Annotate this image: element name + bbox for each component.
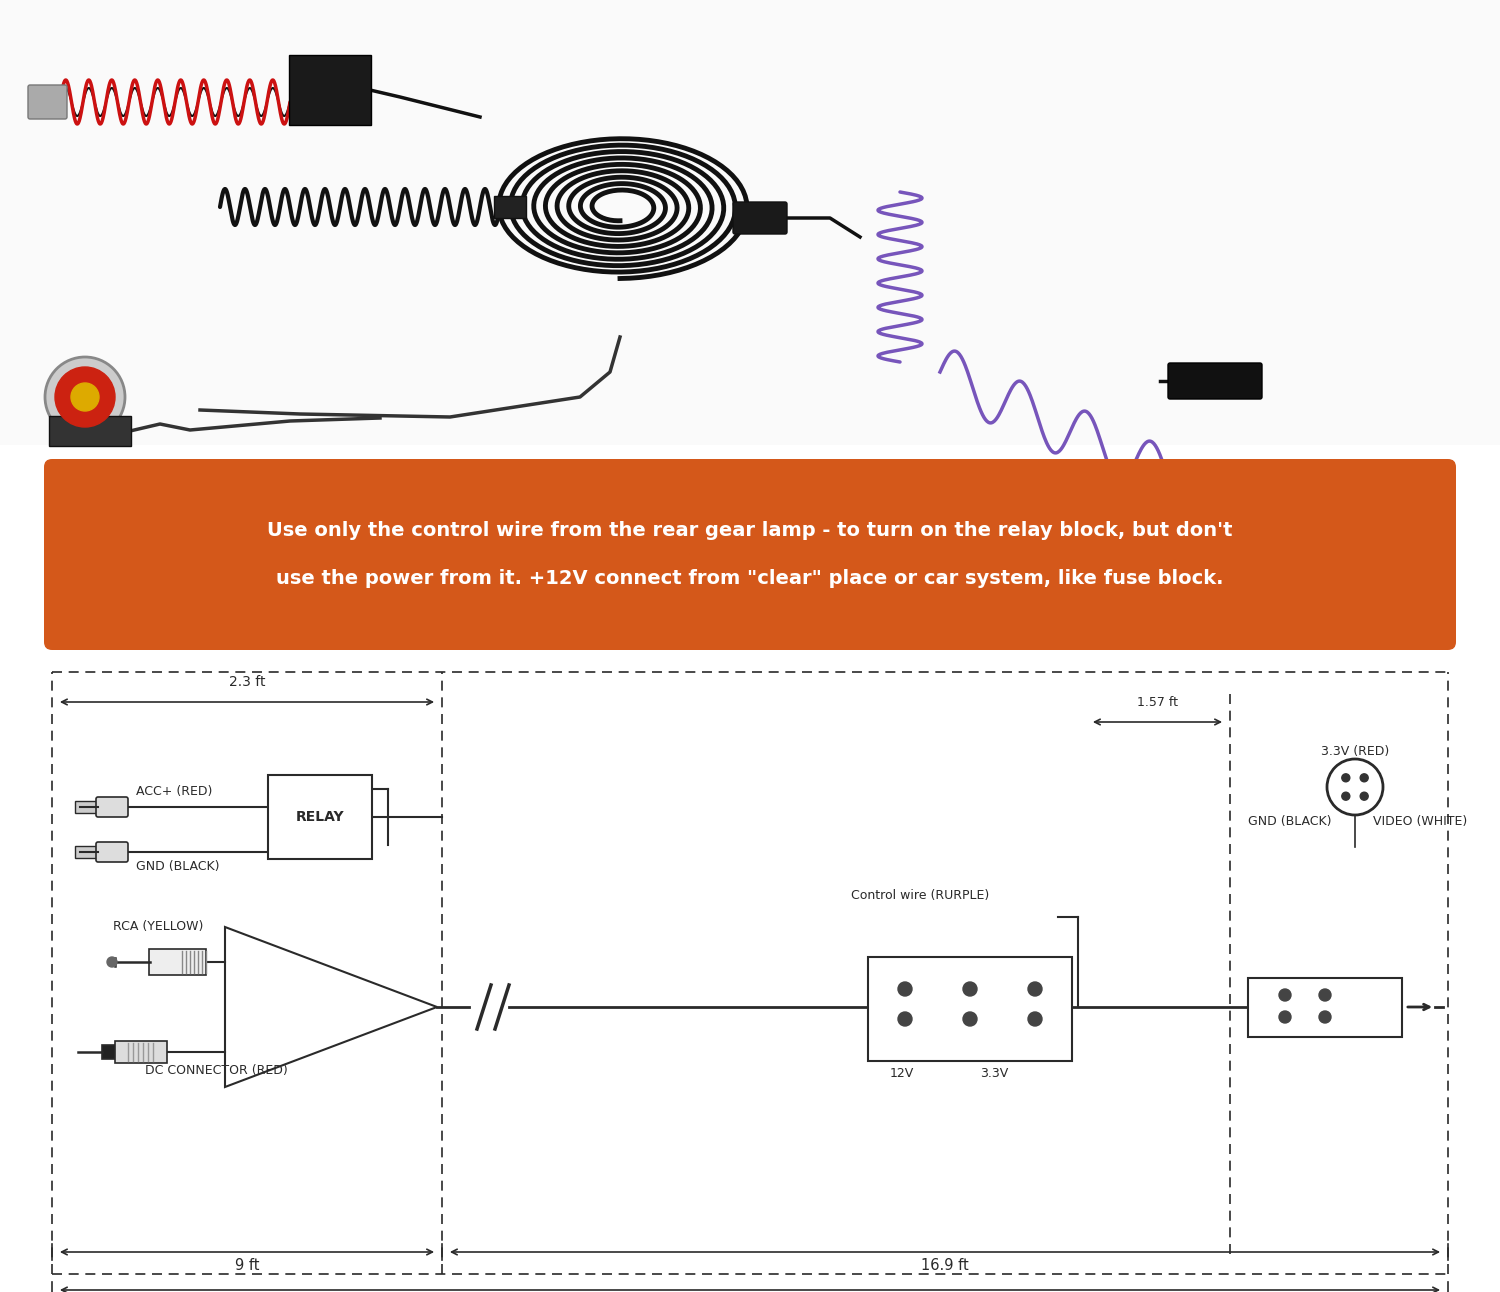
FancyBboxPatch shape — [0, 0, 1500, 444]
FancyBboxPatch shape — [494, 196, 526, 218]
Circle shape — [1028, 1012, 1042, 1026]
Circle shape — [1342, 792, 1350, 800]
FancyBboxPatch shape — [868, 957, 1072, 1061]
Circle shape — [1360, 774, 1368, 782]
Text: Use only the control wire from the rear gear lamp - to turn on the relay block, : Use only the control wire from the rear … — [267, 521, 1233, 540]
Text: RELAY: RELAY — [296, 810, 345, 824]
Text: 1.57 ft: 1.57 ft — [1137, 696, 1178, 709]
Text: Control wire (RURPLE): Control wire (RURPLE) — [850, 889, 988, 902]
FancyBboxPatch shape — [75, 801, 98, 813]
FancyBboxPatch shape — [50, 416, 130, 446]
Circle shape — [56, 367, 116, 426]
Text: VIDEO (WHITE): VIDEO (WHITE) — [1372, 815, 1467, 828]
Circle shape — [70, 382, 99, 411]
Circle shape — [1318, 1012, 1330, 1023]
Circle shape — [1280, 988, 1292, 1001]
Text: 12V: 12V — [890, 1067, 914, 1080]
FancyBboxPatch shape — [290, 56, 370, 125]
Text: 16.9 ft: 16.9 ft — [921, 1258, 969, 1273]
Text: RCA (YELLOW): RCA (YELLOW) — [112, 920, 202, 933]
Circle shape — [106, 957, 117, 966]
FancyBboxPatch shape — [734, 202, 788, 234]
FancyBboxPatch shape — [96, 797, 128, 817]
Circle shape — [963, 1012, 976, 1026]
Circle shape — [963, 982, 976, 996]
Circle shape — [898, 1012, 912, 1026]
FancyBboxPatch shape — [102, 1045, 116, 1059]
Text: 3.3V (RED): 3.3V (RED) — [1322, 745, 1389, 758]
Circle shape — [898, 982, 912, 996]
Circle shape — [1280, 1012, 1292, 1023]
FancyBboxPatch shape — [96, 842, 128, 862]
FancyBboxPatch shape — [1248, 978, 1403, 1037]
Text: DC CONNECTOR (RED): DC CONNECTOR (RED) — [146, 1065, 288, 1078]
Text: 9 ft: 9 ft — [234, 1258, 260, 1273]
Circle shape — [1028, 982, 1042, 996]
Circle shape — [45, 357, 125, 437]
Text: GND (BLACK): GND (BLACK) — [136, 860, 219, 873]
FancyBboxPatch shape — [148, 950, 206, 975]
Circle shape — [1328, 758, 1383, 815]
Circle shape — [1360, 792, 1368, 800]
FancyBboxPatch shape — [116, 1041, 166, 1063]
FancyBboxPatch shape — [44, 459, 1456, 650]
Text: GND (BLACK): GND (BLACK) — [1248, 815, 1332, 828]
FancyBboxPatch shape — [1168, 363, 1262, 399]
FancyBboxPatch shape — [268, 775, 372, 859]
Text: 3.3V: 3.3V — [980, 1067, 1008, 1080]
Text: 2.3 ft: 2.3 ft — [228, 674, 266, 689]
Text: ACC+ (RED): ACC+ (RED) — [136, 786, 213, 798]
Text: use the power from it. +12V connect from "clear" place or car system, like fuse : use the power from it. +12V connect from… — [276, 570, 1224, 588]
FancyBboxPatch shape — [28, 85, 68, 119]
FancyBboxPatch shape — [75, 846, 98, 858]
Circle shape — [1318, 988, 1330, 1001]
Circle shape — [1342, 774, 1350, 782]
